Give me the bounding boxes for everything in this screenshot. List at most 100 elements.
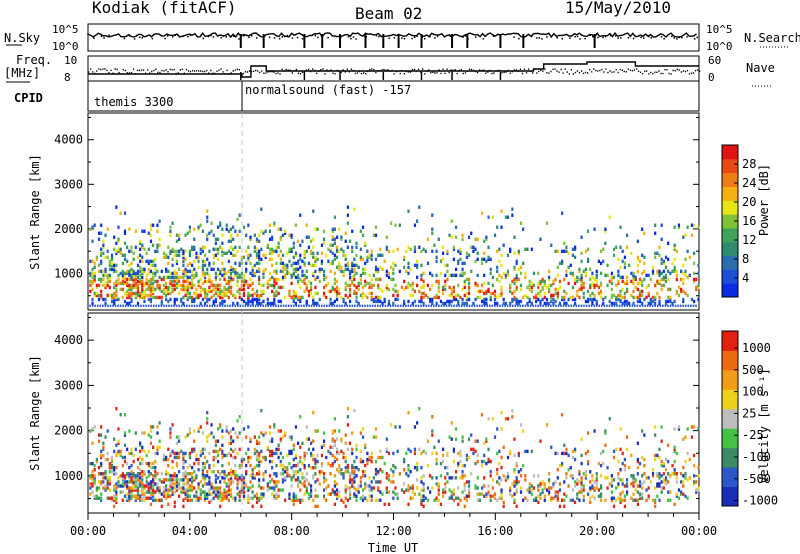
power-point [361,267,365,272]
velocity-point [149,496,153,500]
velocity-point [219,494,222,498]
velocity-point [152,492,155,496]
velocity-point [403,459,406,464]
velocity-point [117,476,120,480]
power-point [259,304,262,307]
velocity-point [262,433,265,437]
velocity-point [210,431,213,435]
velocity-point [595,476,598,480]
power-point [203,301,207,306]
velocity-point [333,439,337,443]
power-point [664,275,668,280]
power-point [366,304,369,307]
velocity-point [619,478,622,482]
velocity-point [214,449,217,454]
power-point [593,283,596,288]
power-point [638,259,642,264]
power-point [100,269,103,274]
power-point [457,261,460,266]
power-point [186,291,189,296]
velocity-point [134,476,137,480]
velocity-point [407,484,410,488]
power-point [623,261,626,266]
velocity-point [584,451,588,456]
velocity-point [303,465,306,470]
velocity-point [132,494,135,498]
velocity-point [128,494,131,498]
velocity-point [229,476,233,480]
power-point [519,271,523,276]
velocity-point [573,447,577,452]
velocity-point [457,451,460,456]
velocity-point [182,488,185,492]
velocity-point [281,468,285,472]
velocity-point [327,449,330,454]
velocity-point [448,496,451,500]
power-point [357,283,360,288]
power-point [335,285,339,290]
velocity-point [322,431,326,435]
velocity-point [186,486,189,490]
velocity-point [561,461,564,466]
power-point [266,245,269,250]
velocity-point [377,470,380,474]
power-point [387,275,391,280]
velocity-point [104,488,107,492]
power-point [463,293,466,298]
power-point [258,233,261,237]
velocity-point [145,476,148,480]
velocity-point [162,480,166,484]
velocity-point [664,468,668,472]
power-point [262,269,265,274]
power-point [182,287,185,292]
power-point [193,245,196,250]
power-point [141,271,144,276]
velocity-point [361,459,365,464]
power-point [249,277,252,282]
velocity-point [175,484,179,488]
power-point [234,273,237,278]
power-point [333,253,337,258]
power-point [123,231,127,235]
power-point [262,291,265,296]
power-point [190,281,194,286]
velocity-point [238,465,241,470]
velocity-point [307,447,311,452]
power-point [249,293,252,298]
power-point [279,249,282,254]
velocity-point [141,486,144,490]
cpid-strip-frame [87,80,700,112]
velocity-point [262,492,265,496]
power-point [100,251,103,256]
power-point [139,259,142,264]
velocity-point [500,488,503,492]
velocity-point [301,476,304,480]
power-point [130,249,133,254]
power-point [210,283,213,288]
power-point [571,297,575,302]
velocity-point [584,476,588,480]
power-point [303,289,306,294]
velocity-point [294,470,298,474]
velocity-point [271,437,274,441]
velocity-point [623,463,626,468]
power-point [175,233,179,237]
velocity-point [97,496,101,500]
power-point [625,245,629,250]
power-point [91,225,94,229]
power-point [591,299,594,304]
power-point [454,273,458,278]
power-point [227,259,230,264]
velocity-point [234,472,237,476]
velocity-point [636,484,639,488]
power-point [441,301,445,306]
velocity-point [669,498,672,502]
power-point [242,304,244,307]
velocity-point [509,449,512,454]
velocity-point [208,463,211,468]
velocity-point [139,461,142,466]
power-point [126,301,129,306]
power-point [463,301,466,306]
velocity-point [240,488,243,492]
velocity-point [452,449,456,454]
